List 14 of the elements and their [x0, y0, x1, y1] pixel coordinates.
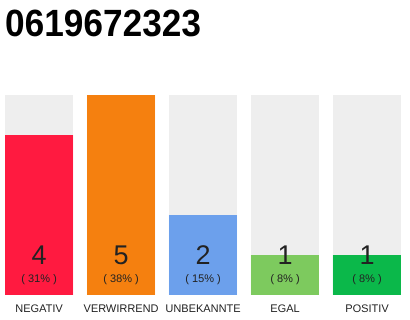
- data-label: 5: [113, 240, 129, 270]
- x-tick-label: UNBEKANNTE: [165, 303, 241, 315]
- annotation: ( 8% ): [352, 273, 382, 285]
- data-label: 2: [195, 240, 211, 270]
- annotation: ( 38% ): [103, 273, 139, 285]
- annotation: ( 31% ): [21, 273, 57, 285]
- x-tick-label: VERWIRREND: [84, 303, 159, 315]
- annotation: ( 8% ): [270, 273, 300, 285]
- x-tick-label: POSITIV: [345, 303, 390, 315]
- x-tick-label: EGAL: [270, 303, 300, 315]
- x-tick-label: NEGATIV: [15, 303, 64, 315]
- data-label: 4: [32, 240, 47, 270]
- chart-title: 0619672323: [5, 3, 216, 45]
- annotation: ( 15% ): [185, 273, 221, 285]
